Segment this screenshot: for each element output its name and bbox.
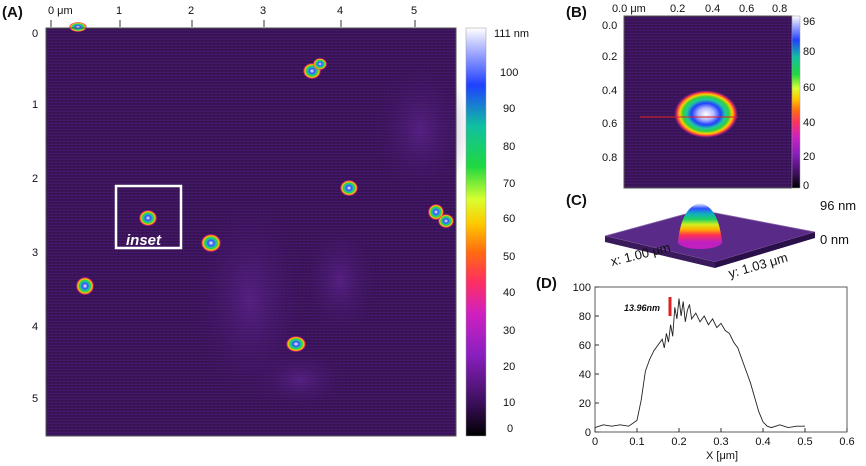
panel-b-colorbar: 96 80 60 40 20 0 xyxy=(791,15,815,192)
colorbar-tick: 50 xyxy=(503,251,515,263)
x-tick-label: 0.6 xyxy=(839,436,854,448)
y-tick-label: 0.6 xyxy=(602,118,617,130)
colorbar-tick: 90 xyxy=(503,103,515,115)
profile-line xyxy=(594,298,805,429)
z-min-label: 0 nm xyxy=(820,232,849,247)
y-tick-label: 3 xyxy=(32,247,38,259)
panel-d-label: (D) xyxy=(536,275,557,292)
panel-a-label: (A) xyxy=(2,4,23,21)
y-tick-label: 20 xyxy=(579,398,591,410)
colorbar-tick: 0 xyxy=(803,180,809,192)
panel-c-3d-view: 96 nm 0 nm x: 1.00 μm y: 1.03 μm xyxy=(604,198,856,281)
particle-3d xyxy=(678,203,722,242)
x-tick-label: 5 xyxy=(411,5,417,17)
colorbar-tick: 60 xyxy=(503,213,515,225)
particle xyxy=(313,58,327,70)
particle xyxy=(438,214,454,228)
particle xyxy=(674,90,738,138)
y-tick-label: 2 xyxy=(32,173,38,185)
y-tick-label: 0.8 xyxy=(602,152,617,164)
x-tick-label: 0.3 xyxy=(713,436,728,448)
particle xyxy=(340,180,358,196)
x-tick-label: 0.4 xyxy=(705,3,720,15)
colorbar-tick: 40 xyxy=(803,117,815,129)
x-tick-label: 0.1 xyxy=(629,436,644,448)
y-tick-label: 0.4 xyxy=(602,85,617,97)
colorbar-tick: 20 xyxy=(503,361,515,373)
y-tick-label: 0.2 xyxy=(602,51,617,63)
panel-b-inset-image xyxy=(623,15,793,189)
x-tick-label: 0 xyxy=(592,436,598,448)
x-tick-label: 0 μm xyxy=(48,5,73,17)
particle xyxy=(139,210,157,226)
z-max-label: 96 nm xyxy=(820,198,856,213)
particle xyxy=(286,336,306,352)
x-tick-label: 1 xyxy=(116,5,122,17)
x-axis-title: X [μm] xyxy=(706,450,738,462)
colorbar-tick: 30 xyxy=(503,325,515,337)
x-tick-label: 0.0 μm xyxy=(612,3,646,15)
panel-b-label: (B) xyxy=(566,4,587,21)
panel-a-colorbar: 111 nm 100 90 80 70 60 50 40 30 20 10 0 xyxy=(465,27,529,437)
particle xyxy=(201,234,221,252)
panel-a-afm-image xyxy=(46,22,470,436)
panel-b-y-axis: 0.0 0.2 0.4 0.6 0.8 xyxy=(602,20,617,164)
inset-label: inset xyxy=(126,232,162,249)
x-tick-label: 0.5 xyxy=(797,436,812,448)
panel-a-y-axis: 0 1 2 3 4 5 xyxy=(32,28,38,405)
x-tick-label: 0.2 xyxy=(670,3,685,15)
colorbar-tick: 70 xyxy=(503,178,515,190)
particle xyxy=(76,277,94,295)
x-tick-label: 0.4 xyxy=(755,436,770,448)
y-tick-label: 0 xyxy=(585,427,591,439)
y-tick-label: 60 xyxy=(579,340,591,352)
y-tick-label: 0.0 xyxy=(602,20,617,32)
colorbar-max-label: 111 nm xyxy=(494,28,529,40)
colorbar-tick: 100 xyxy=(500,67,518,79)
x-tick-label: 4 xyxy=(337,5,343,17)
colorbar-tick: 40 xyxy=(503,287,515,299)
colorbar-tick: 96 xyxy=(803,16,815,28)
y-tick-label: 4 xyxy=(32,321,38,333)
colorbar-tick: 10 xyxy=(503,397,515,409)
x-tick-label: 0.8 xyxy=(772,3,787,15)
y-tick-label: 80 xyxy=(579,311,591,323)
colorbar-tick: 80 xyxy=(803,46,815,58)
colorbar-tick: 0 xyxy=(507,423,513,435)
annotation: 13.96nm xyxy=(624,303,660,313)
panel-c-label: (C) xyxy=(566,192,587,209)
colorbar-tick: 80 xyxy=(503,141,515,153)
x-tick-label: 2 xyxy=(188,5,194,17)
particle xyxy=(428,204,444,220)
inset-box xyxy=(114,184,183,250)
panel-b-x-axis: 0.0 μm 0.2 0.4 0.6 0.8 xyxy=(612,3,787,15)
y-tick-label: 1 xyxy=(32,99,38,111)
particle xyxy=(69,22,87,32)
colorbar-tick: 60 xyxy=(803,82,815,94)
x-tick-label: 0.6 xyxy=(739,3,754,15)
y-tick-label: 5 xyxy=(32,393,38,405)
panel-a-x-axis: 0 μm 1 2 3 4 5 xyxy=(48,5,417,27)
y-tick-label: 40 xyxy=(579,369,591,381)
colorbar-tick: 20 xyxy=(803,151,815,163)
y-tick-label: 100 xyxy=(573,282,591,294)
x-tick-label: 0.2 xyxy=(671,436,686,448)
y-tick-label: 0 xyxy=(32,28,38,40)
x-tick-label: 3 xyxy=(260,5,266,17)
